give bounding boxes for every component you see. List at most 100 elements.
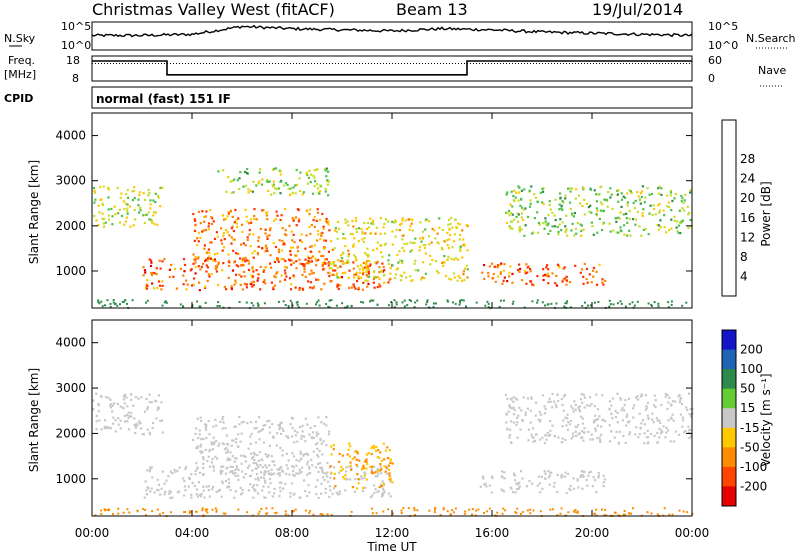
scatter-cell — [252, 233, 255, 236]
scatter-cell — [422, 261, 425, 264]
scatter-cell — [151, 476, 154, 479]
scatter-cell — [690, 413, 693, 416]
scatter-cell — [299, 471, 302, 474]
scatter-cell — [553, 435, 556, 438]
scatter-cell — [232, 238, 235, 241]
scatter-cell — [255, 473, 259, 476]
scatter-cell — [103, 225, 106, 228]
scatter-cell — [581, 470, 584, 473]
scatter-cell — [259, 265, 262, 268]
scatter-cell — [148, 400, 151, 404]
scatter-cell — [387, 259, 390, 262]
scatter-cell — [403, 299, 406, 302]
scatter-cell — [207, 420, 210, 423]
scatter-cell — [272, 286, 275, 289]
scatter-cell — [211, 448, 215, 451]
scatter-cell — [333, 487, 336, 490]
scatter-cell — [582, 228, 585, 231]
scatter-cell — [217, 301, 220, 304]
scatter-cell — [544, 217, 547, 220]
scatter-cell — [596, 437, 599, 440]
scatter-cell — [255, 427, 258, 430]
scatter-cell — [515, 512, 518, 515]
scatter-cell — [332, 273, 335, 276]
scatter-cell — [150, 261, 153, 264]
scatter-cell — [365, 261, 368, 264]
scatter-cell — [602, 484, 605, 488]
scatter-cell — [678, 394, 681, 397]
scatter-cell — [201, 450, 204, 453]
scatter-cell — [549, 400, 552, 403]
scatter-cell — [628, 512, 631, 515]
nsky-label: N.Sky — [4, 32, 36, 45]
scatter-cell — [388, 449, 391, 452]
scatter-cell — [372, 278, 376, 281]
scatter-cell — [559, 512, 562, 515]
scatter-cell — [292, 473, 295, 476]
scatter-cell — [161, 260, 164, 263]
scatter-cell — [271, 184, 274, 187]
scatter-cell — [517, 414, 520, 417]
scatter-cell — [183, 494, 186, 497]
scatter-cell — [463, 512, 466, 515]
colorbar-swatch — [722, 447, 736, 468]
scatter-cell — [308, 273, 311, 276]
scatter-cell — [197, 240, 200, 243]
scatter-cell — [621, 419, 624, 422]
scatter-cell — [257, 478, 260, 482]
scatter-cell — [123, 208, 126, 211]
scatter-cell — [646, 401, 649, 404]
scatter-cell — [529, 508, 532, 511]
scatter-cell — [531, 300, 534, 303]
scatter-cell — [230, 227, 233, 230]
scatter-cell — [686, 511, 689, 514]
scatter-cell — [297, 306, 300, 309]
scatter-cell — [179, 267, 182, 270]
scatter-cell — [300, 233, 303, 236]
scatter-cell — [261, 209, 264, 212]
scatter-cell — [572, 477, 575, 480]
scatter-cell — [298, 258, 301, 261]
scatter-cell — [409, 225, 412, 228]
scatter-cell — [650, 303, 653, 306]
scatter-cell — [650, 512, 653, 515]
scatter-cell — [414, 259, 417, 262]
scatter-cell — [248, 228, 251, 232]
scatter-cell — [381, 255, 384, 258]
scatter-cell — [286, 183, 289, 186]
scatter-cell — [232, 249, 235, 252]
scatter-cell — [536, 299, 539, 302]
scatter-cell — [149, 207, 152, 210]
scatter-cell — [507, 410, 510, 413]
scatter-cell — [681, 402, 684, 406]
scatter-cell — [562, 267, 565, 270]
scatter-cell — [246, 172, 249, 175]
scatter-cell — [274, 167, 278, 170]
scatter-cell — [556, 491, 559, 494]
scatter-cell — [652, 421, 655, 424]
scatter-cell — [689, 407, 692, 410]
scatter-cell — [335, 274, 338, 277]
scatter-cell — [663, 226, 666, 229]
scatter-cell — [303, 263, 307, 266]
scatter-cell — [285, 234, 288, 237]
scatter-cell — [291, 417, 294, 420]
scatter-cell — [547, 222, 550, 225]
scatter-cell — [375, 262, 378, 265]
scatter-cell — [532, 509, 535, 512]
scatter-cell — [595, 200, 598, 203]
scatter-cell — [501, 470, 504, 473]
scatter-cell — [305, 171, 309, 174]
scatter-cell — [320, 254, 323, 258]
colorbar-tick-label: 200 — [740, 343, 763, 357]
scatter-cell — [357, 482, 360, 485]
scatter-cell — [560, 476, 563, 479]
scatter-cell — [199, 445, 202, 448]
scatter-cell — [111, 410, 114, 413]
scatter-cell — [93, 214, 96, 218]
scatter-cell — [306, 423, 309, 426]
scatter-cell — [421, 237, 425, 240]
scatter-cell — [574, 264, 577, 267]
scatter-cell — [548, 203, 551, 207]
scatter-cell — [292, 233, 295, 236]
